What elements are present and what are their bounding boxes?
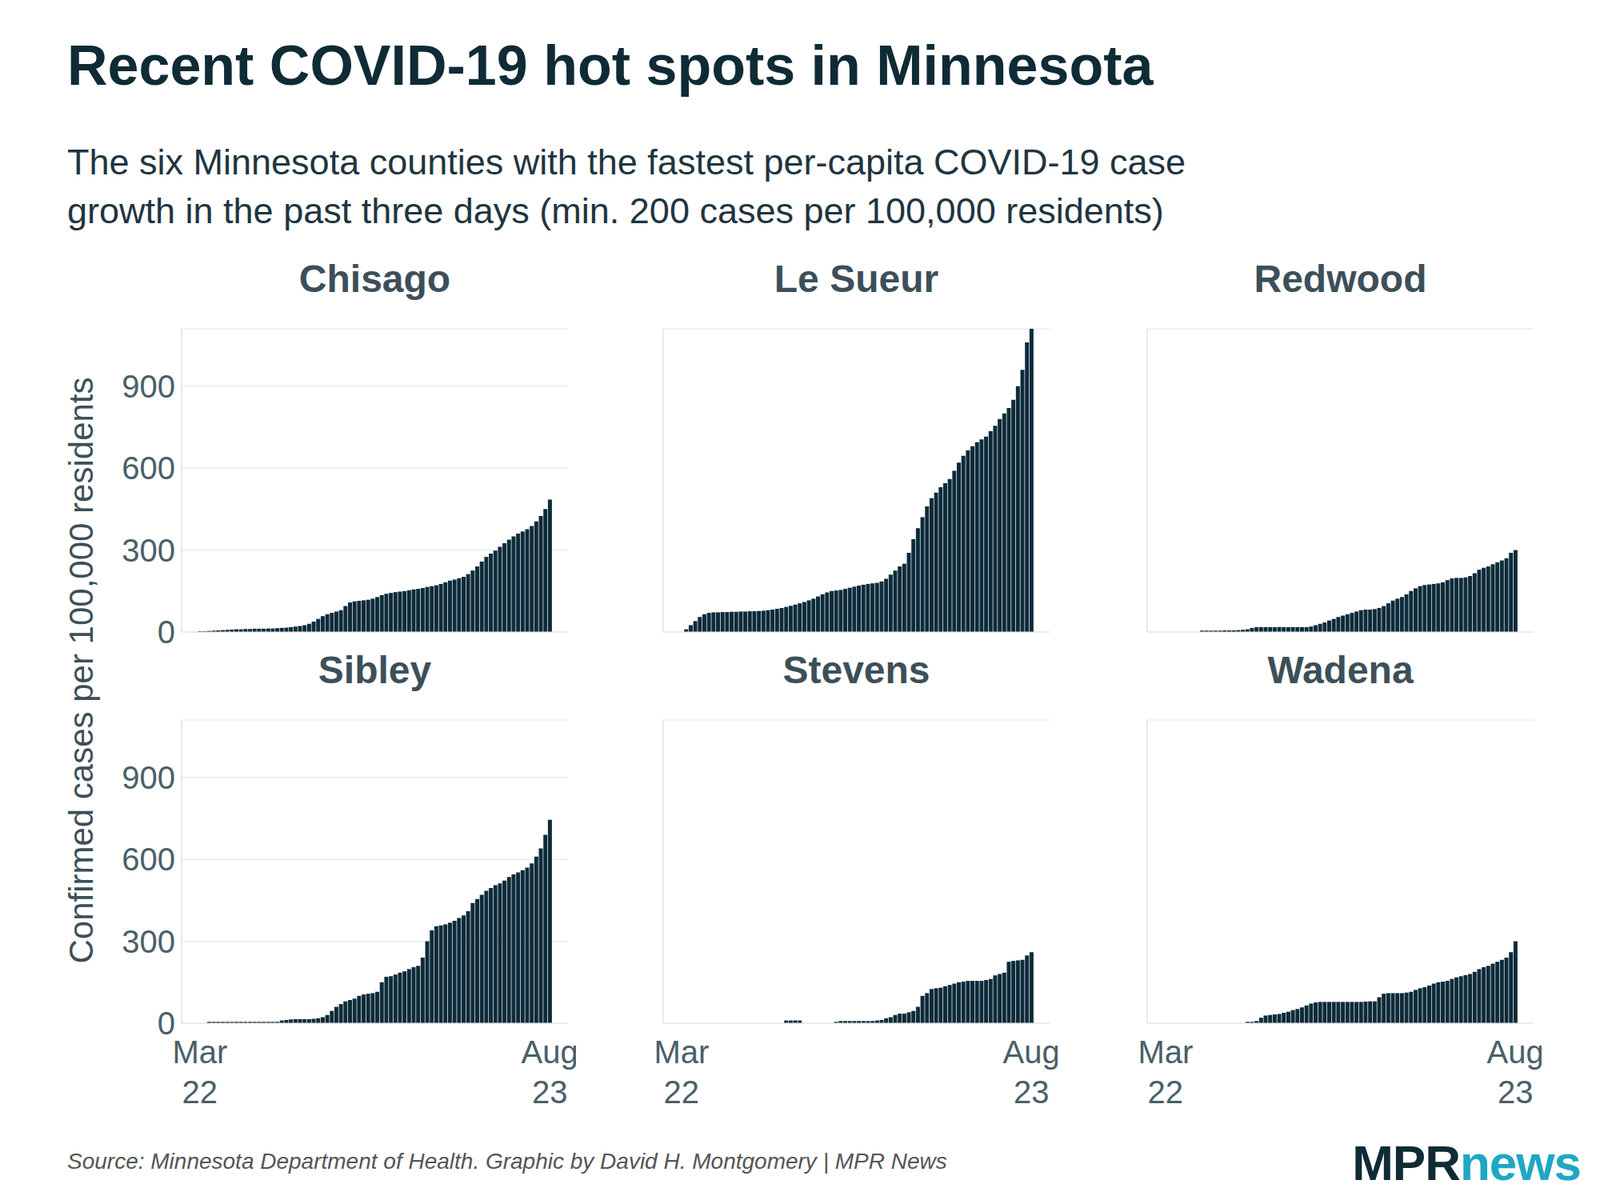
html-text:MPR news: MPR news (1352, 1135, 1581, 1191)
svg-text:600: 600 (121, 450, 176, 486)
svg-text:Mar22: Mar22 (1137, 1034, 1193, 1104)
html-text:Source: Minnesota Department o: Source: Minnesota Department of Health. … (67, 1148, 947, 1174)
svg-text:Aug23: Aug23 (521, 1034, 576, 1104)
svg-text:0: 0 (157, 1005, 176, 1041)
svg-text:Mar22: Mar22 (172, 1034, 228, 1104)
html-text:Stevens: Stevens (782, 648, 930, 692)
svg-text:0: 0 (157, 614, 176, 650)
svg-text:Aug23: Aug23 (1003, 1034, 1058, 1104)
svg-text:Aug23: Aug23 (1487, 1034, 1542, 1104)
html-text:Chisago: Chisago (299, 257, 451, 300)
html-text:Redwood: Redwood (1254, 257, 1427, 300)
svg-text:900: 900 (121, 760, 176, 796)
svg-text:900: 900 (121, 368, 176, 404)
svg-text:Mar22: Mar22 (653, 1034, 709, 1104)
html-text:Recent COVID-19 hot spots in M: Recent COVID-19 hot spots in Minnesota (67, 34, 1154, 97)
svg-text:300: 300 (121, 924, 176, 960)
svg-text:300: 300 (121, 532, 176, 568)
html-text:Sibley: Sibley (318, 648, 432, 692)
html-text:Confirmed cases per 100,000 re: Confirmed cases per 100,000 residents (62, 377, 100, 964)
html-text:Wadena: Wadena (1267, 648, 1414, 692)
html-text:The six Minnesota counties wit: The six Minnesota counties with the fast… (67, 141, 1186, 232)
svg-text:600: 600 (121, 841, 176, 877)
html-text:Le Sueur: Le Sueur (774, 257, 939, 300)
